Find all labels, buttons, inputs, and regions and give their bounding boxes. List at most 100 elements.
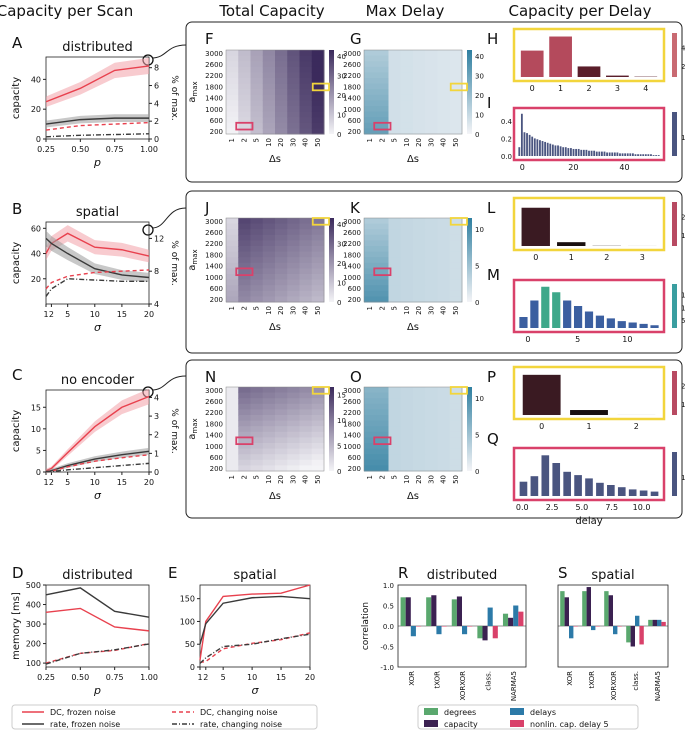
heat-cell [275, 106, 288, 113]
data-bar [601, 151, 603, 156]
y2-axis-label: % of max. [169, 408, 179, 453]
heat-cell [376, 83, 389, 90]
colorbar-tick-label: 40 [337, 53, 346, 61]
heat-cell [299, 223, 313, 230]
heat-cell [250, 268, 264, 275]
x-tick-label: 30 [289, 475, 297, 484]
x-tick-label: 10 [265, 306, 273, 315]
heat-cell [226, 246, 239, 253]
data-bar [456, 596, 462, 626]
x-tick-label: 1 [366, 138, 374, 142]
heat-cell [287, 100, 300, 107]
heat-cell [449, 465, 463, 472]
data-bar [441, 626, 447, 627]
data-bar [482, 626, 488, 641]
heat-cell [226, 94, 239, 101]
heat-cell [262, 262, 276, 269]
heat-cell [262, 285, 276, 292]
heat-cell [400, 66, 414, 73]
heat-cell [449, 218, 463, 225]
heat-cell [437, 262, 451, 269]
y-tick-label: 1000 [205, 274, 223, 282]
data-bar [574, 475, 582, 496]
y-tick-label: 2200 [205, 240, 223, 248]
heat-cell [311, 387, 325, 394]
series-line [45, 65, 150, 103]
heat-cell [388, 83, 402, 90]
heat-cell [413, 459, 426, 466]
series-line [199, 633, 311, 664]
panel-letter-d: D [12, 564, 24, 582]
heat-cell [413, 234, 426, 241]
heat-cell [287, 443, 300, 450]
colorbar-tick-label: 40 [681, 45, 685, 53]
x-axis-label: Δs [269, 491, 281, 502]
heat-cell [250, 111, 264, 118]
heat-cell [287, 279, 300, 286]
heat-cell [413, 122, 426, 129]
heat-cell [437, 420, 451, 427]
heat-cell [437, 387, 451, 394]
heat-cell [437, 94, 451, 101]
heat-cell [425, 72, 438, 79]
data-bar [520, 50, 544, 77]
heat-cell [311, 409, 325, 416]
heat-cell [449, 285, 463, 292]
colorbar-tick-label: 10 [337, 111, 346, 119]
x-tick-label: 0 [533, 253, 538, 262]
data-bar [619, 153, 621, 156]
heat-cell [311, 218, 325, 225]
column-title: Capacity per Delay [508, 2, 651, 20]
x-tick-label: 1 [228, 475, 236, 479]
heat-cell [275, 55, 288, 62]
heat-cell [425, 251, 438, 258]
heat-cell [425, 431, 438, 438]
heat-cell [376, 55, 389, 62]
data-bar [634, 154, 637, 156]
heat-cell [376, 94, 389, 101]
error-band [46, 388, 149, 473]
heat-cell [299, 262, 313, 269]
heat-cell [311, 117, 325, 124]
heat-cell [238, 415, 251, 422]
x-tick-label: 0.0 [516, 503, 529, 512]
y-tick-label: 2200 [343, 240, 361, 248]
heat-cell [262, 55, 276, 62]
heat-cell [287, 398, 300, 405]
x-tick-label: 20 [415, 306, 423, 315]
heat-cell [388, 262, 402, 269]
heat-cell [437, 122, 451, 129]
heat-cell [437, 454, 451, 461]
heat-cell [376, 128, 389, 135]
heat-cell [437, 240, 451, 247]
connector-line [151, 375, 187, 391]
heat-cell [413, 128, 426, 135]
heat-cell [364, 229, 377, 236]
heat-cell [425, 61, 438, 68]
heat-cell [275, 448, 288, 455]
data-bar [650, 491, 659, 496]
y-tick-label: 200 [26, 640, 41, 649]
x-tick-label: 0 [520, 163, 525, 172]
x-tick-label: 10 [403, 306, 411, 315]
heat-cell [400, 274, 414, 281]
heat-cell [275, 409, 288, 416]
heat-cell [311, 454, 325, 461]
heat-cell [376, 66, 389, 73]
colorbar-tick-label: 10 [475, 395, 484, 403]
y-tick-label: 0 [36, 135, 41, 144]
data-bar [539, 140, 541, 156]
heat-cell [400, 223, 414, 230]
x-tick-label: 0 [530, 84, 535, 93]
heat-cell [299, 415, 313, 422]
heat-cell [449, 296, 463, 303]
heat-cell [388, 392, 402, 399]
heat-cell [250, 279, 264, 286]
data-bar [573, 626, 578, 627]
heat-cell [262, 240, 276, 247]
y-tick-label: 2200 [343, 72, 361, 80]
heat-cell [449, 262, 463, 269]
chart-title: distributed [62, 568, 133, 583]
heat-cell [287, 117, 300, 124]
heat-cell [262, 257, 276, 264]
